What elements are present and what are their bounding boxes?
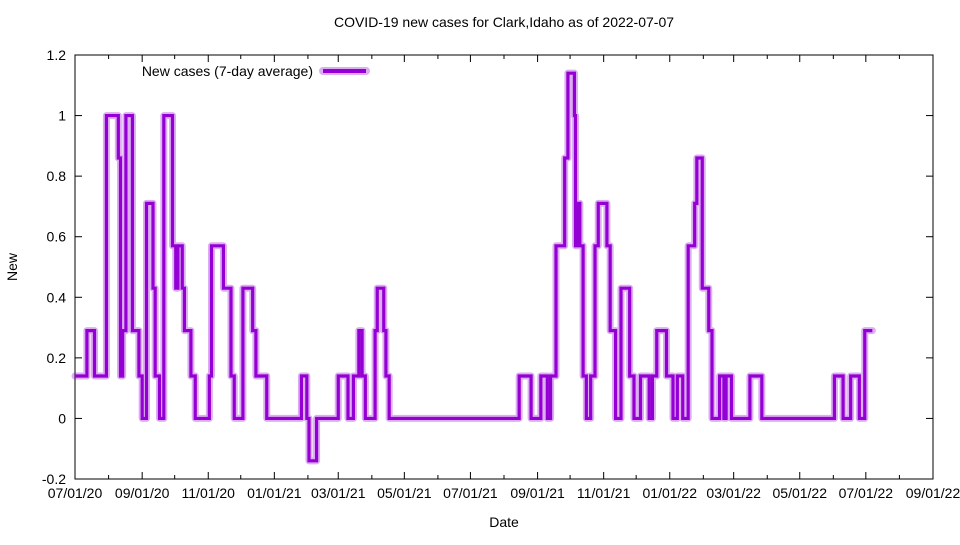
axis-ticks: 07/01/20 09/01/20 11/01/20 01/01/21 03/01/21… [42, 47, 960, 501]
x-tick-label: 09/01/21 [510, 485, 565, 501]
x-tick-label: 01/01/21 [247, 485, 302, 501]
chart-title: COVID-19 new cases for Clark,Idaho as of… [334, 14, 674, 30]
legend: New cases (7-day average) [142, 63, 370, 79]
x-tick-label: 07/01/21 [443, 485, 498, 501]
y-tick-label: 0 [58, 410, 66, 426]
legend-label: New cases (7-day average) [142, 63, 313, 79]
y-axis-label: New [4, 252, 20, 281]
y-tick-label: 0.6 [47, 229, 67, 245]
plot-border [74, 54, 934, 480]
x-tick-label: 01/01/22 [643, 485, 698, 501]
x-axis-label: Date [489, 514, 519, 530]
series-line [75, 71, 873, 463]
x-tick-label: 03/01/22 [706, 485, 761, 501]
y-tick-label: 1 [58, 108, 66, 124]
y-tick-label: 1.2 [47, 47, 67, 63]
x-tick-label: 11/01/20 [182, 485, 236, 501]
x-tick-label: 05/01/22 [773, 485, 828, 501]
x-tick-label: 09/01/20 [115, 485, 170, 501]
x-tick-label: 03/01/21 [311, 485, 366, 501]
y-tick-label: 0.2 [47, 350, 67, 366]
x-tick-label: 07/01/20 [48, 485, 103, 501]
x-tick-label: 09/01/22 [906, 485, 960, 501]
x-tick-label: 11/01/21 [577, 485, 631, 501]
x-tick-label: 05/01/21 [377, 485, 432, 501]
y-tick-label: 0.4 [47, 289, 67, 305]
y-tick-label: -0.2 [42, 471, 66, 487]
series-layer [71, 69, 876, 465]
x-tick-label: 07/01/22 [839, 485, 894, 501]
y-tick-label: 0.8 [47, 168, 67, 184]
